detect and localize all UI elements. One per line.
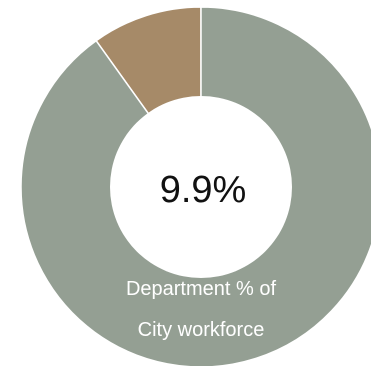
- caption-line-1: Department % of: [126, 278, 277, 300]
- donut-hole: [110, 96, 292, 278]
- center-value-label: 9.9%: [160, 169, 247, 211]
- caption-line-2: City workforce: [138, 319, 265, 341]
